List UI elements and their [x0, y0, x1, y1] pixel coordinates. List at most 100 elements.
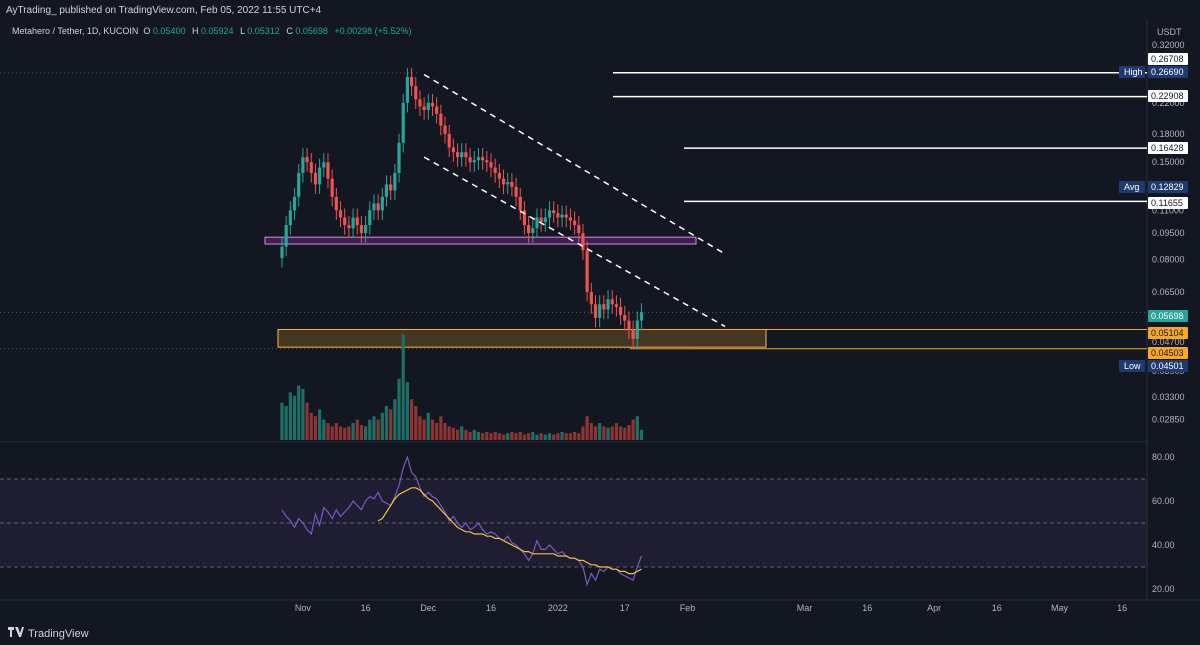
volume-bar [614, 423, 618, 440]
volume-bar [443, 423, 447, 440]
candles [280, 67, 644, 349]
volume-bar [593, 426, 598, 440]
candle [397, 142, 401, 173]
volume-bar [606, 427, 610, 440]
volume-bar [435, 423, 439, 440]
legend-c-label: C [286, 26, 293, 36]
candle [322, 162, 326, 168]
candle [464, 152, 468, 158]
volume-bar [322, 419, 326, 440]
time-tick-label: Feb [680, 603, 696, 613]
time-tick-label: May [1051, 603, 1069, 613]
time-tick-label: Apr [927, 603, 941, 613]
candle [326, 162, 330, 179]
volume-bar [460, 426, 464, 440]
volume-bar [560, 431, 564, 440]
volume-bar [518, 431, 522, 440]
candle [447, 133, 451, 148]
tradingview-brand[interactable]: TradingView [8, 627, 89, 640]
price-tick-label: 0.32000 [1152, 40, 1185, 50]
volume-bar [547, 433, 552, 440]
candle [460, 152, 464, 158]
time-tick-label: 2022 [548, 603, 568, 613]
price-label-text: 0.26690 [1151, 67, 1184, 77]
price-tick-label: 0.15000 [1152, 157, 1185, 167]
candle [472, 160, 476, 163]
volume-bar [464, 429, 468, 440]
time-tick-label: 16 [361, 603, 371, 613]
candle [426, 102, 430, 111]
volume-bar [635, 416, 639, 440]
candle [635, 320, 639, 339]
candle [351, 217, 355, 229]
channel-trendline [423, 156, 726, 328]
candle [355, 217, 359, 226]
candle [573, 220, 577, 226]
price-label-box [1148, 310, 1188, 322]
rsi-tick-label: 40.00 [1152, 540, 1175, 550]
legend-ohlc: O 0.05400 H 0.05924 L 0.05312 C 0.05698 … [143, 26, 411, 36]
time-axis: Nov 16 Dec 16 2022 17 Feb Mar 16 Apr 16 May 16 [295, 603, 1127, 613]
candle [497, 172, 501, 179]
volume-bar [401, 334, 405, 440]
price-label-text: 0.05104 [1151, 328, 1184, 338]
candle [297, 172, 301, 197]
candle [468, 157, 472, 163]
price-label-box [1148, 90, 1188, 102]
volume-bar [430, 419, 435, 440]
volume-bar [393, 399, 397, 440]
candle [506, 182, 510, 185]
brand-name: TradingView [28, 627, 89, 640]
candle [384, 184, 389, 197]
volume-bar [602, 426, 606, 440]
volume-bar [493, 431, 497, 440]
volume-bar [527, 433, 531, 440]
volume-bar [334, 423, 338, 440]
rsi-tick-label: 20.00 [1152, 584, 1175, 594]
volume-bar [326, 423, 330, 440]
volume-bar [309, 412, 313, 440]
volume-bar [292, 395, 297, 440]
volume-bar [330, 426, 334, 440]
candle [389, 184, 393, 191]
rsi-ma-line [377, 487, 642, 575]
price-label-box [1148, 327, 1188, 339]
volume-bar [451, 427, 455, 440]
candle [514, 186, 518, 197]
candle [284, 225, 288, 247]
volume-bar [409, 399, 414, 440]
price-chart[interactable]: 0.320000.267000.220000.180000.150000.110… [0, 0, 1200, 621]
time-tick-label: 17 [620, 603, 630, 613]
header-bar: AyTrading_ published on TradingView.com,… [0, 0, 1200, 20]
volume-bar [372, 416, 376, 440]
candle [610, 299, 614, 305]
volume-bar [539, 433, 543, 440]
price-tag-label: High [1124, 67, 1143, 77]
volume-bar [506, 433, 510, 440]
candle [439, 113, 443, 126]
candle [330, 178, 334, 197]
volume-bar [497, 433, 501, 440]
rsi-pane [281, 455, 643, 587]
candle [510, 182, 514, 187]
volume-bar [501, 434, 506, 440]
candle [618, 306, 623, 315]
volume-bar [280, 402, 284, 440]
volume-bar [384, 406, 389, 440]
legend-symbol: Metahero / Tether, 1D, KUCOIN [12, 26, 138, 36]
price-tag-label: Avg [1124, 182, 1139, 192]
candle [401, 102, 405, 143]
price-label-text: 0.12829 [1151, 182, 1184, 192]
volume-bar [577, 433, 581, 440]
price-label-box [1148, 142, 1188, 154]
candle [405, 76, 409, 103]
candle [531, 228, 535, 234]
candle [309, 162, 313, 173]
axis-unit: USDT [1157, 27, 1182, 37]
volume-bar [376, 419, 380, 440]
candle [455, 152, 460, 158]
candle [560, 214, 564, 218]
rsi-band [0, 478, 1147, 568]
volume-bar [568, 433, 573, 440]
candle [535, 217, 539, 229]
